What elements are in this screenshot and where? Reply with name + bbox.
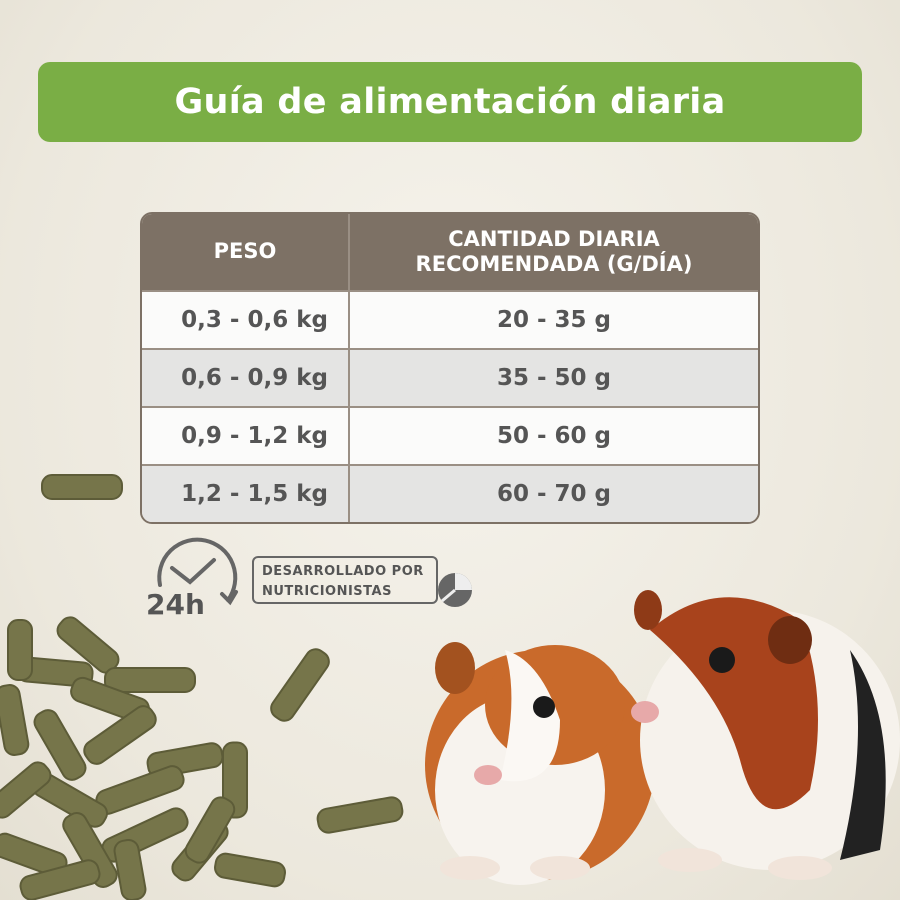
pellet xyxy=(19,859,101,900)
pellet xyxy=(41,474,123,500)
table-row: 0,3 - 0,6 kg 20 - 35 g xyxy=(142,290,758,348)
pellets xyxy=(0,474,404,900)
amount-cell: 60 - 70 g xyxy=(350,464,758,522)
pellet xyxy=(101,807,189,863)
nutritionist-badge: DESARROLLADO POR NUTRICIONISTAS xyxy=(252,556,438,604)
amount-cell: 35 - 50 g xyxy=(350,348,758,406)
amount-cell: 20 - 35 g xyxy=(350,290,758,348)
guinea-pig-left xyxy=(425,642,655,885)
clock-label: 24h xyxy=(146,588,205,621)
title: Guía de alimentación diaria xyxy=(174,82,726,122)
pellet xyxy=(83,705,157,765)
pie-icon xyxy=(438,573,472,607)
pellet xyxy=(0,761,52,819)
column-header: PESO xyxy=(142,214,350,290)
guinea-pig-right xyxy=(631,590,900,880)
pellet xyxy=(33,709,87,781)
weight-cell: 1,2 - 1,5 kg xyxy=(142,464,350,522)
table-row: 0,9 - 1,2 kg 50 - 60 g xyxy=(142,406,758,464)
pellet xyxy=(104,667,196,693)
table-row: 1,2 - 1,5 kg 60 - 70 g xyxy=(142,464,758,522)
pellet xyxy=(184,796,236,864)
header-row: PESO CANTIDAD DIARIA RECOMENDADA (G/DÍA) xyxy=(142,214,758,290)
pellet xyxy=(62,812,118,888)
table-row: 0,6 - 0,9 kg 35 - 50 g xyxy=(142,348,758,406)
weight-cell: 0,9 - 1,2 kg xyxy=(142,406,350,464)
pellet xyxy=(270,648,330,722)
feeding-table: PESO CANTIDAD DIARIA RECOMENDADA (G/DÍA)… xyxy=(140,212,760,524)
weight-cell: 0,6 - 0,9 kg xyxy=(142,348,350,406)
amount-cell: 50 - 60 g xyxy=(350,406,758,464)
pellet xyxy=(7,619,33,681)
clock-icon xyxy=(157,537,238,606)
column-header: CANTIDAD DIARIA RECOMENDADA (G/DÍA) xyxy=(350,214,758,290)
title-bar: Guía de alimentación diaria xyxy=(38,62,862,142)
pellet xyxy=(214,852,286,888)
pellet xyxy=(222,741,248,819)
weight-cell: 0,3 - 0,6 kg xyxy=(142,290,350,348)
pellet xyxy=(316,796,404,834)
pellet xyxy=(0,684,30,756)
